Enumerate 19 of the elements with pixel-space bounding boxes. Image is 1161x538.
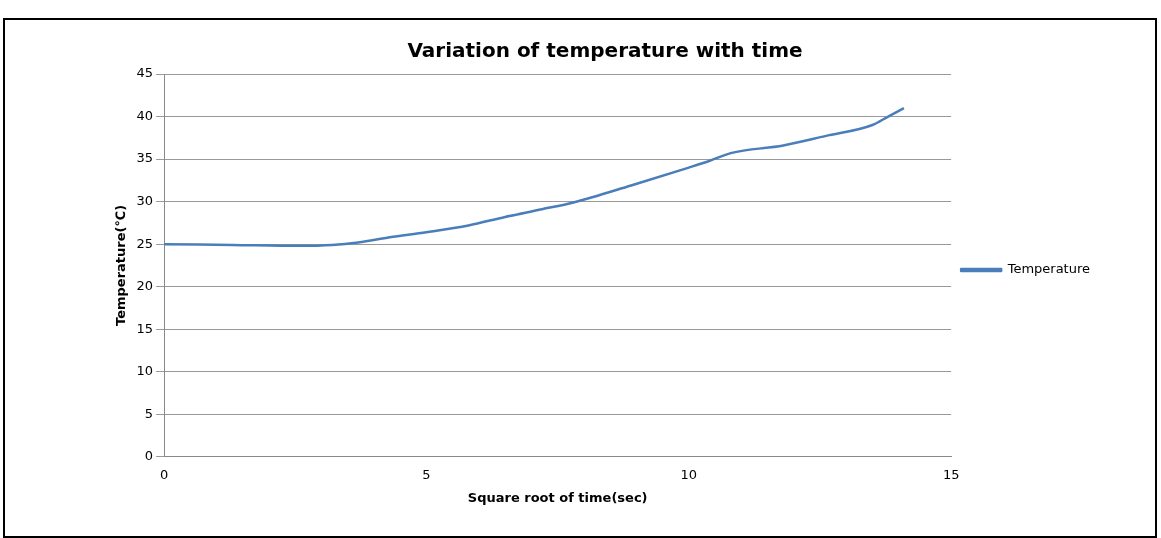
y-tick-label: 5	[144, 405, 154, 421]
x-axis-title: Square root of time(sec)	[467, 489, 648, 505]
y-tick-label: 0	[144, 448, 154, 464]
y-tick-label: 20	[136, 278, 154, 294]
y-tick-label: 35	[136, 150, 154, 166]
y-tick-label: 25	[136, 235, 154, 251]
y-tick-label: 30	[136, 192, 154, 208]
x-tick-label: 15	[942, 466, 960, 482]
x-tick-label: 5	[422, 466, 431, 482]
y-axis-title: Temperature(℃)	[113, 204, 129, 326]
y-tick-label: 45	[136, 65, 154, 81]
chart-title: Variation of temperature with time	[407, 38, 803, 63]
y-tick-label: 10	[136, 363, 154, 379]
y-tick-label: 15	[136, 320, 154, 336]
x-tick-label: 10	[680, 466, 698, 482]
line-series	[164, 106, 906, 248]
x-tick-label: 0	[160, 466, 169, 482]
legend-label: Temperature	[1006, 261, 1091, 277]
y-tick-label: 40	[136, 107, 154, 123]
